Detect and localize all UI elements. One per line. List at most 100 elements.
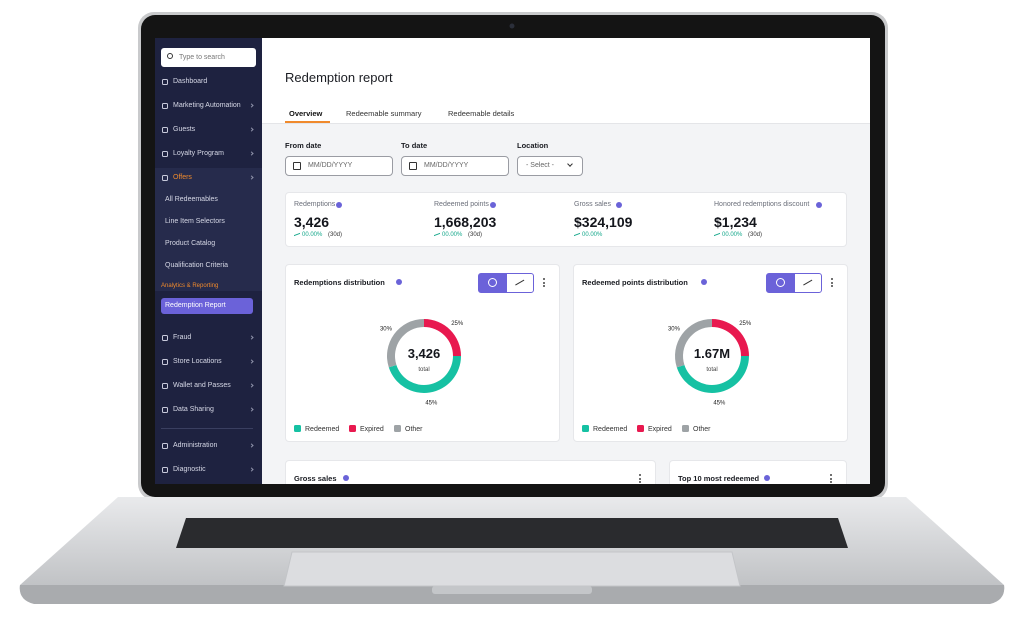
kpi-change: 00.00% — [302, 232, 323, 238]
nav-item[interactable]: Redemption Report — [161, 298, 253, 314]
legend-label: Expired — [648, 426, 672, 433]
nav-item[interactable]: Qualification Criteria — [155, 258, 262, 274]
nav-item[interactable]: Fraud — [155, 330, 262, 346]
more-dot — [639, 481, 641, 483]
chevron — [249, 127, 254, 132]
tab[interactable]: Redeemable summary — [346, 109, 422, 118]
legend-swatch — [349, 425, 356, 432]
nav-item[interactable]: All Redeemables — [155, 192, 262, 208]
nav-item[interactable]: Guests — [155, 122, 262, 138]
filter-label: To date — [401, 141, 428, 150]
filter-input[interactable]: MM/DD/YYYY — [285, 156, 393, 176]
filter-input[interactable]: - Select - — [517, 156, 583, 176]
legend-swatch — [637, 425, 644, 432]
nav-item[interactable]: Data Sharing — [155, 402, 262, 418]
center-label: total — [706, 367, 717, 373]
segment-label: 30% — [380, 326, 393, 332]
chevron — [249, 467, 254, 472]
card-title: Redeemed points distribution — [582, 278, 688, 287]
segment-label: 45% — [713, 400, 726, 406]
nav-label: Qualification Criteria — [165, 262, 229, 269]
camera — [509, 23, 515, 29]
nav-label: Marketing Automation — [173, 102, 241, 109]
more-dot — [830, 477, 832, 480]
filter-label: Location — [517, 141, 549, 150]
chart-card: Gross sales — [285, 460, 656, 484]
nav-item[interactable]: Dashboard — [155, 74, 262, 90]
info-icon — [816, 202, 823, 208]
trend-icon — [574, 232, 580, 239]
nav-icon — [162, 467, 168, 473]
legend-swatch — [582, 425, 589, 432]
legend-swatch — [682, 425, 689, 432]
nav-item[interactable]: Store Locations — [155, 354, 262, 370]
nav-icon — [162, 443, 168, 449]
chevron — [249, 335, 254, 340]
kpi-change: 00.00% — [582, 232, 603, 238]
nav-label: Administration — [173, 442, 218, 449]
more-dot — [639, 477, 641, 480]
nav-icon — [162, 407, 168, 413]
nav-item[interactable]: Administration — [155, 438, 262, 454]
legend-label: Other — [693, 426, 711, 433]
tab[interactable]: Redeemable details — [448, 109, 515, 118]
nav-item[interactable]: Marketing Automation — [155, 98, 262, 114]
view-toggle[interactable] — [766, 273, 822, 293]
nav-label: Redemption Report — [165, 302, 226, 309]
donut-chart: 25% 45% 30% 1.67M total Redeemed Expired Other — [582, 319, 752, 433]
dropdown-chevron — [567, 161, 573, 167]
kpi-label: Redeemed points — [434, 201, 489, 208]
search-box[interactable]: Type to search — [161, 48, 256, 67]
donut-segment — [387, 319, 424, 368]
filter-input[interactable]: MM/DD/YYYY — [401, 156, 509, 176]
kpi-value: $1,234 — [714, 214, 757, 230]
info-icon — [700, 279, 707, 285]
donut-segment — [388, 356, 461, 393]
card-title: Redemptions distribution — [294, 278, 385, 287]
segment-label: 30% — [668, 326, 681, 332]
kpi-card: Redemptions 3,426 00.00% (30d) Redeemed poin… — [285, 192, 847, 247]
nav-item[interactable]: Line Item Selectors — [155, 214, 262, 230]
view-toggle[interactable] — [478, 273, 534, 293]
nav-item[interactable]: Loyalty Program — [155, 146, 262, 162]
nav-label: Diagnostic — [173, 466, 206, 473]
kpi-label: Redemptions — [294, 201, 336, 208]
calendar-icon — [293, 162, 301, 170]
header-bg — [262, 38, 870, 124]
chevron — [249, 407, 254, 412]
more-dot — [830, 481, 832, 483]
filter-placeholder: MM/DD/YYYY — [308, 162, 353, 169]
segment-label: 25% — [451, 321, 464, 327]
nav-icon — [162, 79, 168, 85]
nav-item[interactable]: Product Catalog — [155, 236, 262, 252]
chevron — [249, 103, 254, 108]
trackpad — [283, 551, 741, 587]
nav-item[interactable]: Wallet and Passes — [155, 378, 262, 394]
more-dot — [543, 281, 545, 284]
kpi-period: (30d) — [468, 232, 483, 238]
kpi-label: Gross sales — [574, 201, 611, 208]
tab[interactable]: Overview — [289, 109, 323, 118]
nav-label: Guests — [173, 126, 196, 133]
donut-segment — [676, 356, 749, 393]
more-dot — [543, 285, 545, 287]
sidebar: Type to search Dashboard Marketing Automat… — [155, 38, 262, 484]
more-dot — [831, 281, 833, 284]
donut-segment — [712, 319, 749, 356]
chart-card: Top 10 most redeemed — [669, 460, 847, 484]
filter-label: From date — [285, 141, 322, 150]
base-edge — [19, 585, 1005, 604]
nav-item[interactable]: Offers — [155, 170, 262, 186]
legend-label: Redeemed — [305, 426, 339, 433]
nav-label: Product Catalog — [165, 240, 216, 247]
tab-underline — [285, 121, 330, 123]
legend-label: Expired — [360, 426, 384, 433]
card-title: Gross sales — [294, 474, 337, 483]
more-dot — [543, 278, 545, 280]
filter-placeholder: MM/DD/YYYY — [424, 162, 469, 169]
keyboard — [176, 518, 848, 548]
nav-item[interactable]: Diagnostic — [155, 462, 262, 478]
page-title: Redemption report — [285, 70, 393, 85]
center-label: total — [418, 367, 429, 373]
